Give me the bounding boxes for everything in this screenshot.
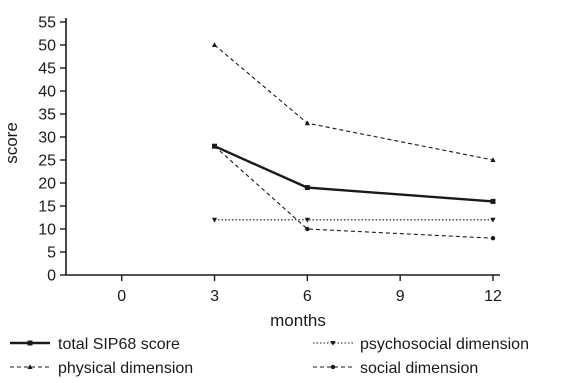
- y-tick-label: 5: [47, 245, 56, 262]
- y-tick-label: 30: [38, 130, 56, 147]
- data-point: [490, 198, 496, 204]
- x-tick-label: 9: [396, 288, 405, 305]
- legend-label: psychosocial dimension: [360, 336, 529, 353]
- legend-item: total SIP68 score: [10, 336, 180, 353]
- y-tick-label: 55: [38, 15, 56, 32]
- y-tick-label: 35: [38, 107, 56, 124]
- legend-marker: [27, 340, 33, 346]
- legend-label: total SIP68 score: [58, 336, 180, 353]
- data-point: [490, 157, 496, 162]
- y-axis-title: score: [2, 122, 21, 164]
- legend-item: social dimension: [313, 360, 478, 377]
- series-line: [214, 44, 494, 161]
- series-2: [211, 217, 496, 223]
- x-tick-label: 0: [117, 288, 126, 305]
- series-1: [211, 42, 496, 162]
- axes: 0 5 10 15 20 25 30 35 40 45 50 55 0 3 6 9 12: [38, 15, 502, 306]
- y-tick-label: 45: [38, 61, 56, 78]
- y-tick-label: 40: [38, 84, 56, 101]
- y-tick-label: 50: [38, 38, 56, 55]
- legend-marker: [27, 364, 33, 369]
- x-tick-label: 6: [303, 288, 312, 305]
- y-tick-label: 20: [38, 176, 56, 193]
- legend-label: physical dimension: [58, 360, 193, 377]
- legend-item: psychosocial dimension: [313, 336, 529, 353]
- data-point: [304, 217, 310, 223]
- data-point: [490, 236, 496, 241]
- data-point: [304, 185, 310, 191]
- y-tick-label: 15: [38, 199, 56, 216]
- series-3: [212, 144, 496, 241]
- y-tick-label: 25: [38, 153, 56, 170]
- data-point: [304, 120, 310, 126]
- series-line: [214, 145, 494, 203]
- series-layer: [211, 42, 496, 241]
- x-tick-label: 3: [210, 288, 219, 305]
- data-point: [490, 217, 496, 223]
- x-tick-label: 12: [484, 288, 502, 305]
- series-line: [214, 145, 494, 239]
- legend-label: social dimension: [360, 360, 478, 377]
- y-tick-label: 10: [38, 222, 56, 239]
- legend-marker: [330, 364, 336, 370]
- legend-item: physical dimension: [10, 360, 193, 377]
- y-tick-label: 0: [47, 268, 56, 285]
- x-axis-title: months: [270, 311, 326, 330]
- legend: total SIP68 score physical dimension psych…: [10, 336, 529, 377]
- legend-marker: [330, 341, 336, 346]
- series-0: [212, 143, 496, 204]
- data-point: [211, 42, 218, 47]
- data-point: [305, 226, 310, 232]
- data-point: [212, 144, 217, 149]
- data-point: [211, 217, 218, 223]
